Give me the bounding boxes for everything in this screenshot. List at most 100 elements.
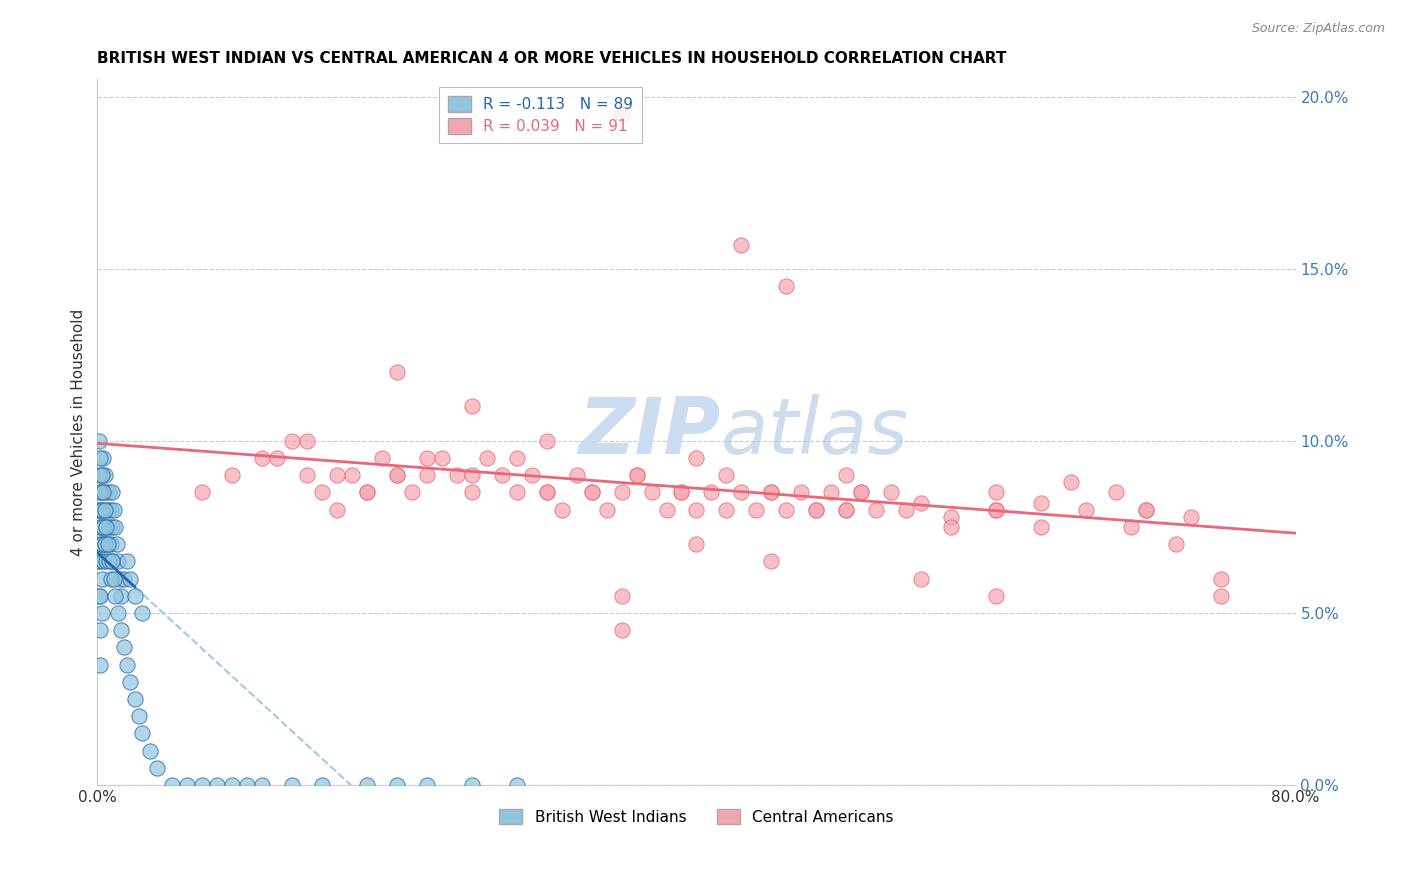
Point [775,279,797,293]
Point [671,485,693,500]
Point [385,468,408,483]
Point [984,502,1007,516]
Point [775,502,797,516]
Point [97,537,120,551]
Point [356,485,378,500]
Point [461,468,484,483]
Point [626,468,648,483]
Point [110,623,132,637]
Point [93,485,115,500]
Point [461,400,484,414]
Point [506,450,529,465]
Point [806,502,828,516]
Point [491,468,513,483]
Point [89,520,111,534]
Point [98,554,121,568]
Point [984,589,1007,603]
Point [101,554,124,568]
Point [101,520,124,534]
Point [87,502,110,516]
Point [581,485,603,500]
Point [124,692,146,706]
Point [939,509,962,524]
Point [835,468,858,483]
Point [430,450,453,465]
Point [806,502,828,516]
Point [716,468,738,483]
Point [610,485,633,500]
Point [371,450,394,465]
Point [90,537,112,551]
Point [790,485,813,500]
Point [100,537,122,551]
Point [550,502,572,516]
Point [236,778,259,792]
Point [104,589,127,603]
Point [520,468,543,483]
Point [96,520,118,534]
Point [761,485,783,500]
Point [610,623,633,637]
Point [90,502,112,516]
Point [191,485,214,500]
Point [176,778,198,792]
Point [90,606,112,620]
Point [87,537,110,551]
Point [506,778,529,792]
Text: Source: ZipAtlas.com: Source: ZipAtlas.com [1251,22,1385,36]
Point [87,434,110,448]
Point [93,520,115,534]
Point [671,485,693,500]
Point [565,468,588,483]
Point [356,485,378,500]
Point [89,520,111,534]
Point [191,778,214,792]
Point [103,572,125,586]
Point [730,485,752,500]
Point [94,537,117,551]
Point [94,468,117,483]
Point [1180,509,1202,524]
Point [311,778,333,792]
Text: atlas: atlas [720,394,908,470]
Point [295,468,318,483]
Point [536,485,558,500]
Point [120,674,142,689]
Point [94,537,117,551]
Point [93,520,115,534]
Point [107,606,129,620]
Point [880,485,903,500]
Point [139,744,162,758]
Point [865,502,887,516]
Point [90,572,112,586]
Point [1135,502,1157,516]
Point [104,520,127,534]
Point [700,485,723,500]
Point [685,502,707,516]
Point [89,623,111,637]
Point [87,554,110,568]
Point [89,485,111,500]
Point [385,365,408,379]
Point [1119,520,1142,534]
Point [761,485,783,500]
Legend: British West Indians, Central Americans: British West Indians, Central Americans [491,799,903,834]
Point [128,709,150,723]
Point [90,468,112,483]
Point [295,434,318,448]
Point [250,778,273,792]
Point [984,502,1007,516]
Point [205,778,228,792]
Point [112,640,135,655]
Point [266,450,288,465]
Point [685,537,707,551]
Point [221,468,243,483]
Point [761,554,783,568]
Point [93,485,115,500]
Point [536,434,558,448]
Point [94,502,117,516]
Point [221,778,243,792]
Point [101,485,124,500]
Point [131,606,153,620]
Point [1209,572,1232,586]
